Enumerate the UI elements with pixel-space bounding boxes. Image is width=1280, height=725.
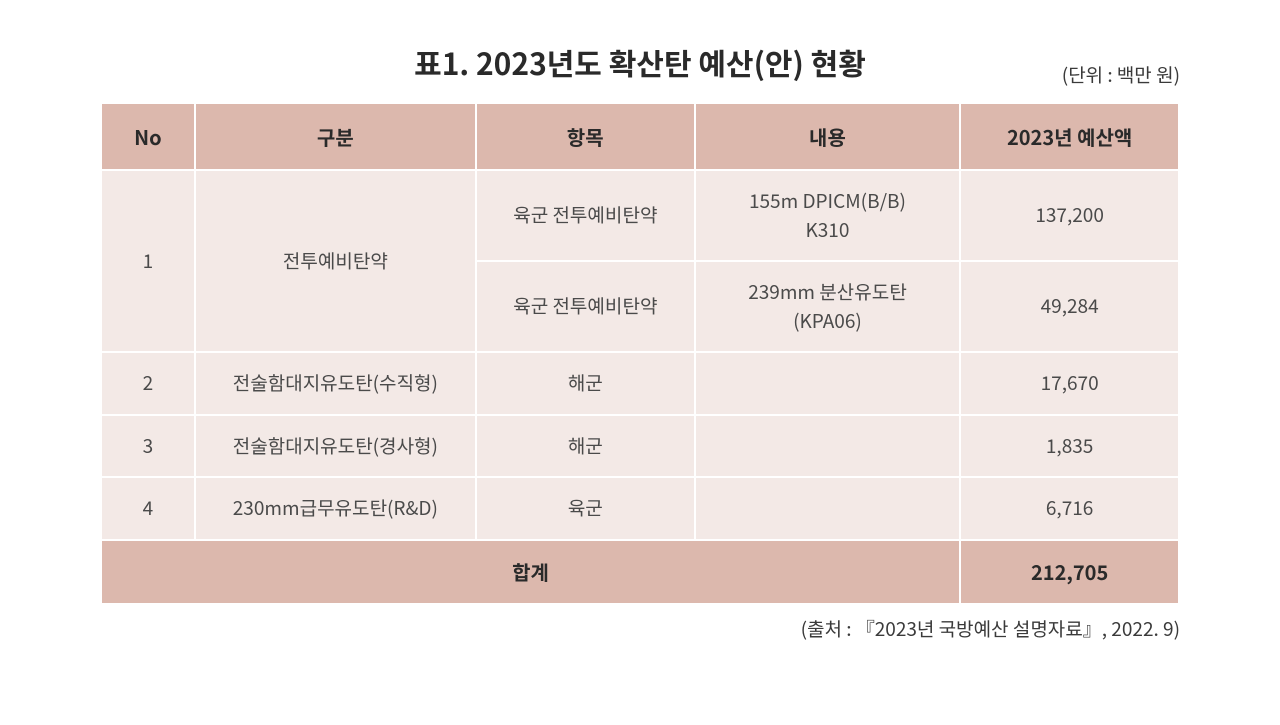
table-total-row: 합계 212,705 [101,540,1179,604]
cell-desc [695,477,961,540]
cell-no: 4 [101,477,195,540]
cell-no: 3 [101,415,195,478]
cell-no: 2 [101,352,195,415]
col-header-no: No [101,103,195,170]
unit-label: (단위 : 백만 원) [1062,61,1180,88]
table-row: 3 전술함대지유도탄(경사형) 해군 1,835 [101,415,1179,478]
cell-desc [695,415,961,478]
total-value: 212,705 [960,540,1179,604]
cell-desc: 155m DPICM(B/B)K310 [695,170,961,261]
cell-budget: 49,284 [960,261,1179,352]
col-header-desc: 내용 [695,103,961,170]
table-header-row: No 구분 항목 내용 2023년 예산액 [101,103,1179,170]
col-header-category: 구분 [195,103,476,170]
cell-category: 230mm급무유도탄(R&D) [195,477,476,540]
total-label: 합계 [101,540,960,604]
table-title: 표1. 2023년도 확산탄 예산(안) 현황 [414,40,866,84]
cell-desc: 239mm 분산유도탄(KPA06) [695,261,961,352]
cell-category: 전투예비탄약 [195,170,476,352]
cell-desc [695,352,961,415]
cell-item: 해군 [476,415,695,478]
cell-item: 육군 전투예비탄약 [476,170,695,261]
source-citation: (출처 : 『2023년 국방예산 설명자료』, 2022. 9) [100,615,1180,642]
cell-budget: 17,670 [960,352,1179,415]
cell-item: 해군 [476,352,695,415]
cell-budget: 6,716 [960,477,1179,540]
budget-table: No 구분 항목 내용 2023년 예산액 1 전투예비탄약 육군 전투예비탄약… [100,102,1180,605]
col-header-item: 항목 [476,103,695,170]
cell-item: 육군 [476,477,695,540]
cell-no: 1 [101,170,195,352]
cell-budget: 1,835 [960,415,1179,478]
col-header-budget: 2023년 예산액 [960,103,1179,170]
table-row: 4 230mm급무유도탄(R&D) 육군 6,716 [101,477,1179,540]
cell-category: 전술함대지유도탄(수직형) [195,352,476,415]
cell-category: 전술함대지유도탄(경사형) [195,415,476,478]
table-row: 1 전투예비탄약 육군 전투예비탄약 155m DPICM(B/B)K310 1… [101,170,1179,261]
cell-budget: 137,200 [960,170,1179,261]
table-row: 2 전술함대지유도탄(수직형) 해군 17,670 [101,352,1179,415]
cell-item: 육군 전투예비탄약 [476,261,695,352]
